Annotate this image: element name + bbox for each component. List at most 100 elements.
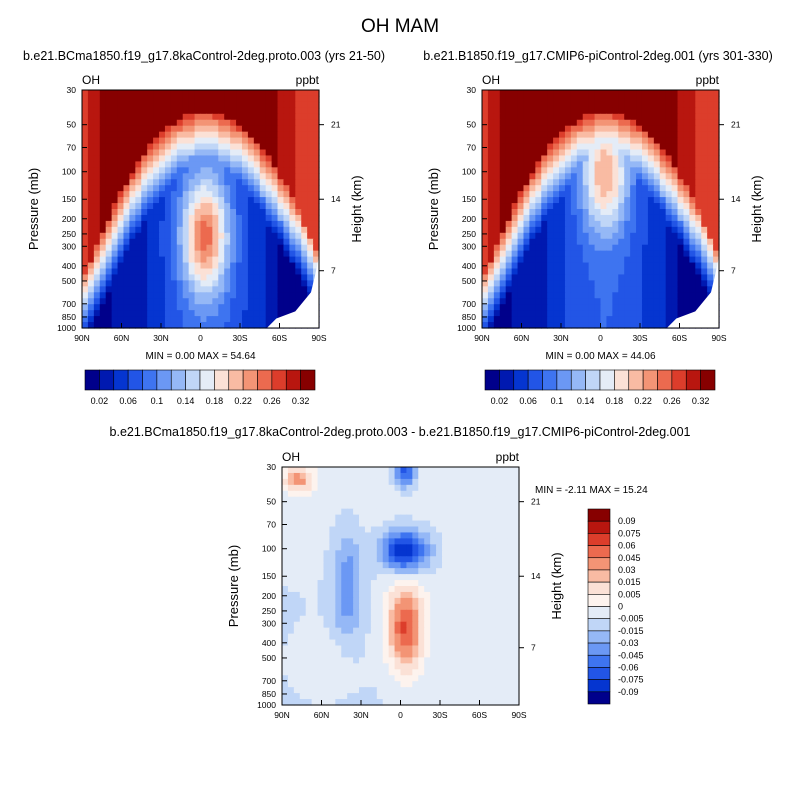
colorbar-label: 0.075 bbox=[618, 528, 641, 538]
colorbar-label: 0.26 bbox=[263, 396, 281, 406]
y-tick-label: 250 bbox=[462, 229, 476, 239]
colorbar-swatch bbox=[587, 654, 611, 668]
colorbar-label: -0.075 bbox=[618, 675, 644, 685]
height-tick-label: 14 bbox=[731, 194, 741, 204]
y-axis-title: Pressure (mb) bbox=[226, 545, 241, 627]
colorbar-label: 0.02 bbox=[91, 396, 109, 406]
colorbar-label: -0.03 bbox=[618, 638, 639, 648]
colorbar-label: 0.14 bbox=[577, 396, 595, 406]
x-tick-label: 90N bbox=[474, 333, 490, 343]
y-axis-title: Pressure (mb) bbox=[26, 168, 41, 250]
colorbar-swatch bbox=[228, 369, 244, 391]
min-max-text: MIN = -2.11 MAX = 15.24 bbox=[535, 485, 648, 496]
colorbar-swatch bbox=[587, 630, 611, 644]
chart-bottom-diff: b.e21.BCma1850.f19_g17.8kaControl-2deg.p… bbox=[110, 425, 691, 720]
colorbar-swatch bbox=[99, 369, 115, 391]
figure-title: OH MAM bbox=[361, 16, 439, 37]
x-tick-label: 0 bbox=[598, 333, 603, 343]
colorbar-label: 0.22 bbox=[234, 396, 252, 406]
y-tick-label: 500 bbox=[62, 276, 76, 286]
colorbar-swatch bbox=[556, 369, 572, 391]
colorbar-swatch bbox=[587, 606, 611, 619]
colorbar-swatch bbox=[587, 594, 611, 607]
y-tick-label: 400 bbox=[62, 261, 76, 271]
colorbar-swatch bbox=[84, 369, 100, 391]
species-label: OH bbox=[82, 73, 100, 87]
charts-container: b.e21.BCma1850.f19_g17.8kaControl-2deg.p… bbox=[23, 49, 773, 720]
colorbar-swatch bbox=[671, 369, 687, 391]
y-tick-label: 70 bbox=[267, 520, 277, 530]
y-tick-label: 70 bbox=[467, 143, 477, 153]
colorbar-label: -0.09 bbox=[618, 687, 639, 697]
colorbar-label: 0.06 bbox=[618, 541, 636, 551]
colorbar-label: -0.045 bbox=[618, 650, 644, 660]
colorbar-swatch bbox=[570, 369, 586, 391]
height-tick-label: 21 bbox=[531, 497, 541, 507]
colorbar-label: -0.06 bbox=[618, 662, 639, 672]
colorbar-label: 0.09 bbox=[618, 516, 636, 526]
height-tick-label: 14 bbox=[331, 194, 341, 204]
y-tick-label: 150 bbox=[462, 194, 476, 204]
colorbar-swatch bbox=[300, 369, 316, 391]
colorbar-swatch bbox=[614, 369, 630, 391]
colorbar-swatch bbox=[170, 369, 186, 391]
height-axis-title: Height (km) bbox=[549, 552, 564, 619]
colorbar-swatch bbox=[499, 369, 515, 391]
x-tick-label: 90S bbox=[711, 333, 726, 343]
y-tick-label: 850 bbox=[62, 312, 76, 322]
y-tick-label: 700 bbox=[262, 676, 276, 686]
min-max-text: MIN = 0.00 MAX = 54.64 bbox=[145, 351, 255, 362]
colorbar-swatch bbox=[127, 369, 143, 391]
y-tick-label: 400 bbox=[462, 261, 476, 271]
colorbar-swatch bbox=[657, 369, 673, 391]
species-label: OH bbox=[482, 73, 500, 87]
colorbar-label: 0.1 bbox=[151, 396, 164, 406]
y-axis-title: Pressure (mb) bbox=[426, 168, 441, 250]
y-tick-label: 200 bbox=[62, 214, 76, 224]
height-tick-label: 7 bbox=[731, 266, 736, 276]
height-tick-label: 14 bbox=[531, 571, 541, 581]
colorbar-label: -0.015 bbox=[618, 626, 644, 636]
y-tick-label: 250 bbox=[262, 606, 276, 616]
colorbar-label: 0.06 bbox=[519, 396, 537, 406]
colorbar-swatch bbox=[484, 369, 500, 391]
units-label: ppbt bbox=[696, 73, 720, 87]
y-tick-label: 50 bbox=[67, 120, 77, 130]
colorbar-label: 0.18 bbox=[206, 396, 224, 406]
colorbar-swatch bbox=[242, 369, 258, 391]
colorbar-swatch bbox=[587, 581, 611, 595]
y-tick-label: 1000 bbox=[57, 323, 76, 333]
y-tick-label: 200 bbox=[262, 591, 276, 601]
y-tick-label: 30 bbox=[267, 462, 277, 472]
x-tick-label: 90N bbox=[274, 710, 290, 720]
y-tick-label: 50 bbox=[267, 497, 277, 507]
colorbar-swatch bbox=[587, 533, 611, 546]
x-tick-label: 30N bbox=[553, 333, 569, 343]
colorbar-label: 0.005 bbox=[618, 589, 641, 599]
colorbar-label: 0.03 bbox=[618, 565, 636, 575]
colorbar-swatch bbox=[642, 369, 658, 391]
colorbar-swatch bbox=[257, 369, 273, 391]
height-tick-label: 7 bbox=[531, 643, 536, 653]
y-tick-label: 30 bbox=[67, 85, 77, 95]
height-tick-label: 21 bbox=[331, 120, 341, 130]
colorbar-label: 0 bbox=[618, 602, 623, 612]
colorbar-label: 0.02 bbox=[491, 396, 509, 406]
x-tick-label: 90S bbox=[311, 333, 326, 343]
colorbar-swatch bbox=[185, 369, 201, 391]
colorbar-label: 0.14 bbox=[177, 396, 195, 406]
chart-title: b.e21.BCma1850.f19_g17.8kaControl-2deg.p… bbox=[23, 49, 385, 63]
y-tick-label: 150 bbox=[262, 571, 276, 581]
x-tick-label: 90N bbox=[74, 333, 90, 343]
colorbar-swatch bbox=[587, 520, 611, 534]
colorbar-label: 0.1 bbox=[551, 396, 564, 406]
colorbar-label: 0.045 bbox=[618, 553, 641, 563]
colorbar-label: 0.32 bbox=[292, 396, 310, 406]
x-tick-label: 60S bbox=[472, 710, 487, 720]
colorbar-swatch bbox=[214, 369, 230, 391]
colorbar-swatch bbox=[587, 545, 611, 559]
y-tick-label: 250 bbox=[62, 229, 76, 239]
chart-title: b.e21.BCma1850.f19_g17.8kaControl-2deg.p… bbox=[110, 425, 691, 439]
units-label: ppbt bbox=[496, 450, 520, 464]
